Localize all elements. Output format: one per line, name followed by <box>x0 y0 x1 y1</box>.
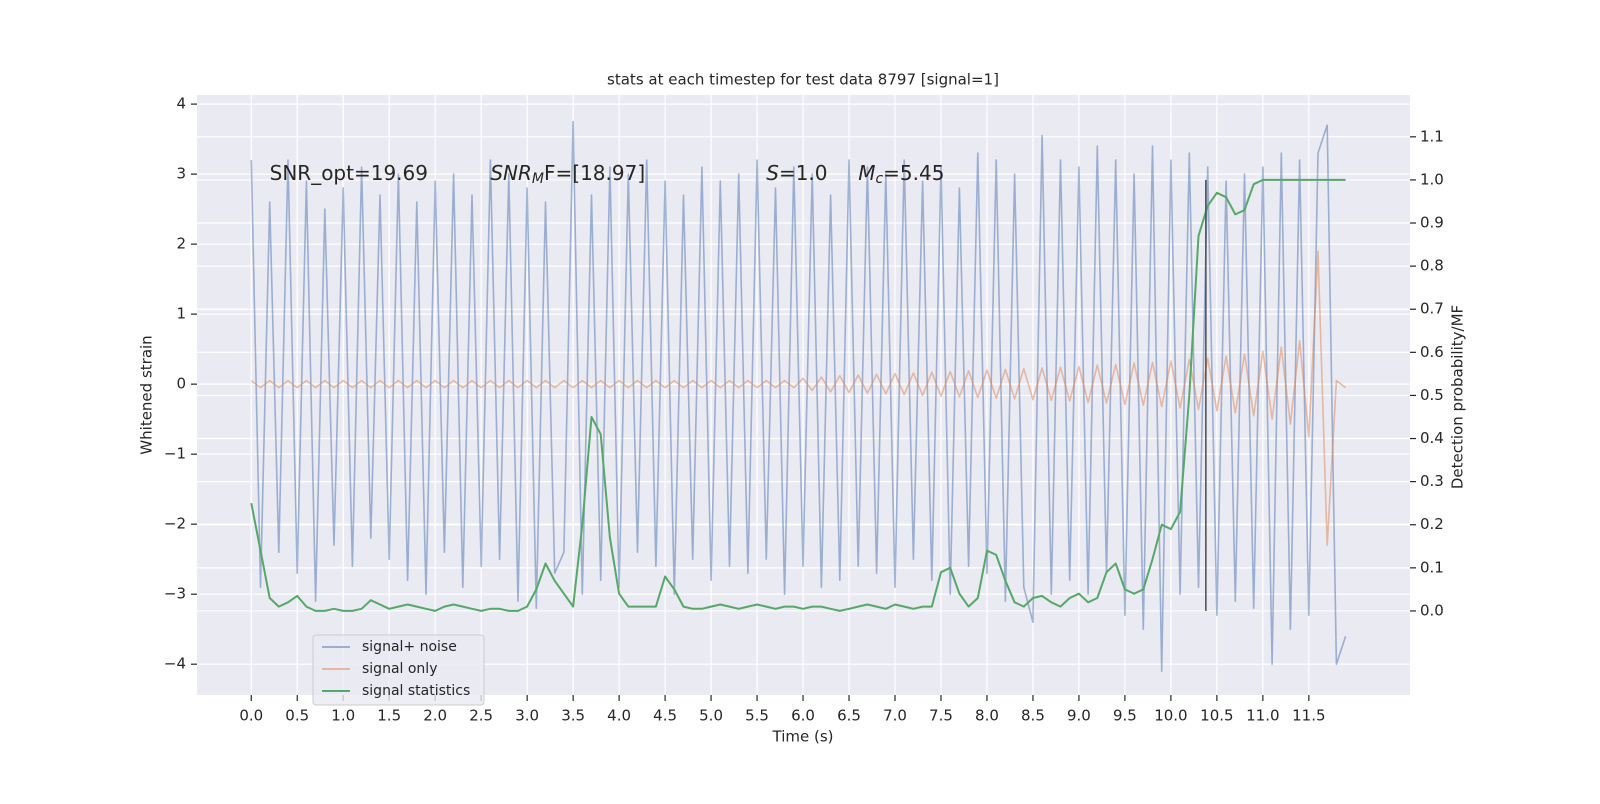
x-tick-label: 9.5 <box>1113 707 1137 725</box>
x-tick-label: 10.5 <box>1200 707 1233 725</box>
x-tick-label: 11.0 <box>1246 707 1279 725</box>
x-tick-label: 6.0 <box>791 707 815 725</box>
x-tick-label: 2.5 <box>469 707 493 725</box>
chart-title: stats at each timestep for test data 879… <box>607 71 999 89</box>
x-tick-label: 7.0 <box>883 707 907 725</box>
annotation-text: S <box>766 161 779 185</box>
annotation-after: F=[18.97] <box>544 161 645 185</box>
annotation-sub: c <box>875 171 883 187</box>
x-tick-label: 0.5 <box>285 707 309 725</box>
y-tick-label: 4 <box>176 95 186 113</box>
annotation-text: SNR_opt=19.69 <box>270 161 428 185</box>
y-tick-label: 3 <box>176 165 186 183</box>
y2-tick-label: 1.0 <box>1420 170 1444 188</box>
annotation: SNRMF=[18.97] <box>490 161 645 188</box>
legend-label: signal statistics <box>362 683 470 699</box>
y-tick-label: −3 <box>164 585 186 603</box>
y-axis-label: Whitened strain <box>138 335 156 454</box>
annotation: SNR_opt=19.69 <box>270 161 428 185</box>
annotation-after: =1.0 <box>779 161 828 185</box>
x-tick-label: 5.0 <box>699 707 723 725</box>
series-line <box>250 250 1347 546</box>
annotation-text: SNR <box>490 161 532 185</box>
series-line <box>250 178 1346 612</box>
x-tick-label: 1.0 <box>331 707 355 725</box>
x-tick-label: 8.0 <box>975 707 999 725</box>
x-tick-label: 3.5 <box>561 707 585 725</box>
y2-tick-label: 0.5 <box>1420 386 1444 404</box>
annotation-text: M <box>858 161 875 185</box>
y2-tick-label: 0.0 <box>1420 601 1444 619</box>
annotation-sub: M <box>532 171 544 187</box>
x-tick-label: 6.5 <box>837 707 861 725</box>
x-tick-label: 11.5 <box>1292 707 1325 725</box>
x-tick-label: 1.5 <box>377 707 401 725</box>
y2-tick-label: 0.2 <box>1420 515 1444 533</box>
y2-tick-label: 0.3 <box>1420 472 1444 490</box>
y2-tick-label: 0.7 <box>1420 300 1444 318</box>
x-axis-label: Time (s) <box>772 728 834 746</box>
x-tick-label: 8.5 <box>1021 707 1045 725</box>
y-tick-label: −2 <box>164 515 186 533</box>
y2-tick-label: 1.1 <box>1420 127 1444 145</box>
x-tick-label: 4.5 <box>653 707 677 725</box>
y2-tick-label: 0.1 <box>1420 558 1444 576</box>
y-tick-label: 1 <box>176 305 186 323</box>
y-tick-label: 0 <box>176 375 186 393</box>
legend-box <box>312 634 485 706</box>
y-tick-label: 2 <box>176 235 186 253</box>
y2-tick-label: 0.9 <box>1420 214 1444 232</box>
legend-label: signal only <box>362 661 437 677</box>
legend-label: signal+ noise <box>362 639 457 655</box>
x-tick-label: 7.5 <box>929 707 953 725</box>
annotation: Mc=5.45 <box>858 161 944 188</box>
y2-tick-label: 0.4 <box>1420 429 1444 447</box>
y-tick-label: −4 <box>164 655 186 673</box>
x-tick-label: 2.0 <box>423 707 447 725</box>
x-tick-label: 5.5 <box>745 707 769 725</box>
annotation: S=1.0 <box>766 161 827 185</box>
y2-tick-label: 0.6 <box>1420 343 1444 361</box>
x-tick-label: 10.0 <box>1154 707 1187 725</box>
y2-axis-label: Detection probability/MF <box>1449 305 1467 489</box>
series-line <box>250 120 1347 672</box>
x-tick-label: 0.0 <box>239 707 263 725</box>
x-tick-label: 4.0 <box>607 707 631 725</box>
y2-tick-label: 0.8 <box>1420 257 1444 275</box>
annotation-after: =5.45 <box>883 161 944 185</box>
x-tick-label: 3.0 <box>515 707 539 725</box>
x-tick-label: 9.0 <box>1067 707 1091 725</box>
y-tick-label: −1 <box>164 445 186 463</box>
